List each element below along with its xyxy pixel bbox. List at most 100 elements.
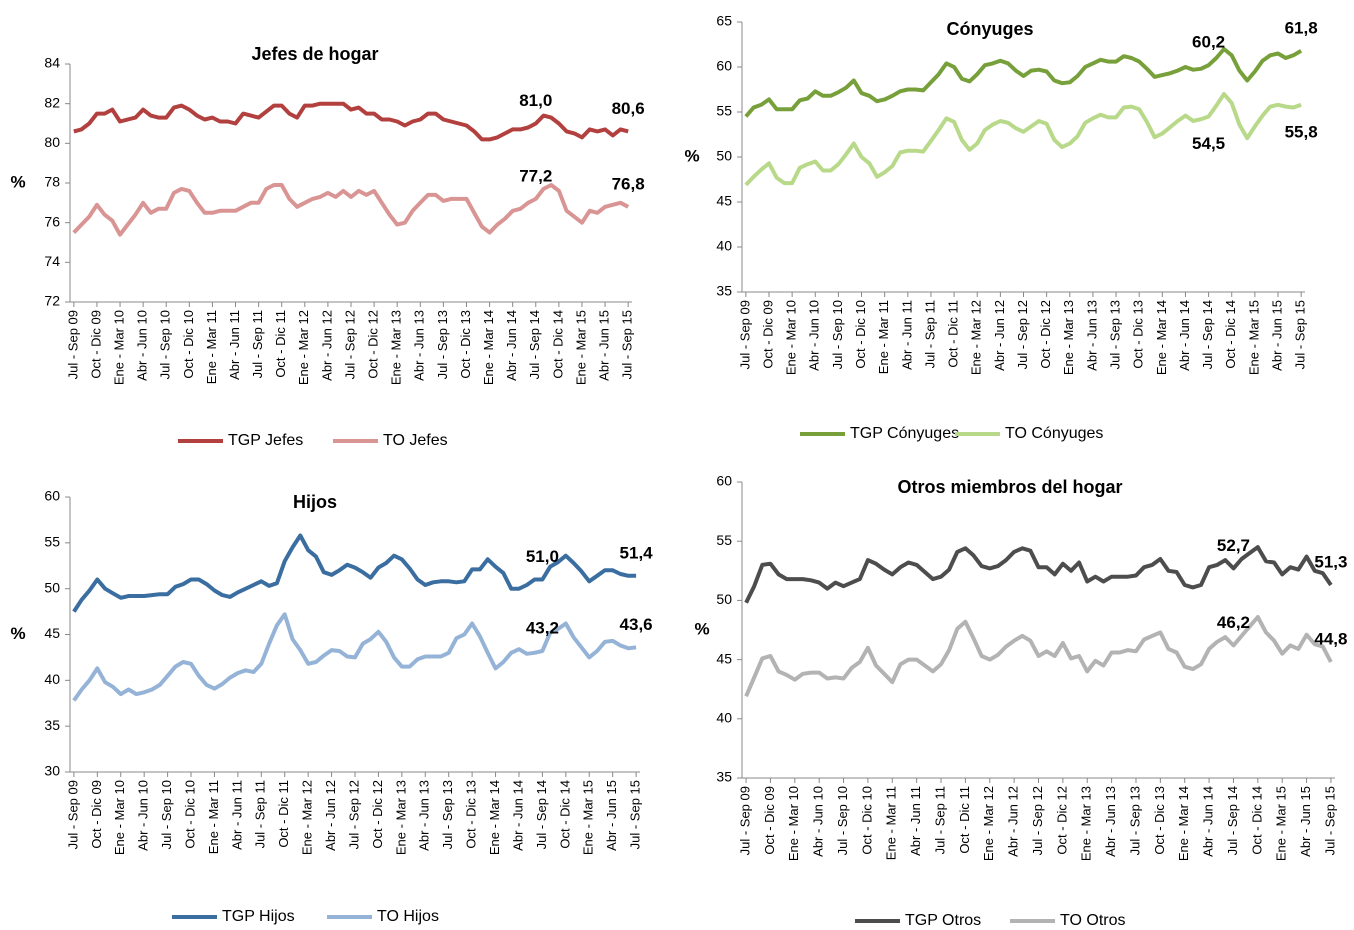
x-tick-label: Jul - Sep 14: [527, 310, 542, 379]
x-tick-label: Jul - Sep 09: [737, 300, 752, 369]
x-tick-label: Jul - Sep 12: [1030, 786, 1045, 855]
x-tick-label: Ene - Mar 13: [1079, 786, 1094, 861]
x-tick-label: Jul - Sep 09: [65, 780, 80, 849]
data-label: 80,6: [612, 99, 645, 118]
x-tick-label: Abr - Jun 11: [229, 780, 244, 850]
x-tick-label: Ene - Mar 10: [111, 310, 126, 385]
y-tick-label: 55: [716, 103, 732, 119]
x-tick-label: Abr - Jun 12: [319, 310, 334, 381]
y-tick-label: 60: [716, 473, 732, 489]
x-tick-label: Jul - Sep 15: [1322, 786, 1337, 855]
x-tick-label: Oct - Dic 11: [957, 786, 972, 854]
series-line: [744, 615, 1333, 698]
data-label: 43,2: [526, 618, 559, 637]
y-axis-label: %: [694, 619, 709, 638]
data-label: 81,0: [519, 91, 552, 110]
x-tick-label: Abr - Jun 10: [811, 786, 826, 857]
x-tick-label: Ene - Mar 14: [1154, 300, 1169, 375]
x-tick-label: Ene - Mar 15: [1246, 300, 1261, 375]
x-tick-label: Oct - Dic 09: [760, 300, 775, 369]
data-label: 44,8: [1314, 629, 1347, 648]
x-tick-label: Abr - Jun 15: [1298, 786, 1313, 857]
x-tick-label: Jul - Sep 15: [1293, 300, 1308, 369]
series-line: [744, 92, 1302, 187]
x-tick-label: Ene - Mar 15: [573, 310, 588, 385]
data-label: 76,8: [612, 174, 645, 193]
y-tick-label: 45: [716, 650, 732, 666]
y-tick-label: 40: [716, 238, 732, 254]
x-tick-label: Jul - Sep 14: [534, 780, 549, 849]
y-tick-label: 50: [716, 591, 732, 607]
x-tick-label: Ene - Mar 13: [389, 310, 404, 385]
x-tick-label: Jul - Sep 15: [620, 310, 635, 379]
x-tick-label: Jul - Sep 12: [342, 310, 357, 379]
y-tick-label: 50: [44, 579, 60, 595]
x-tick-label: Abr - Jun 10: [136, 780, 151, 851]
x-tick-label: Jul - Sep 11: [253, 780, 268, 848]
x-tick-label: Ene - Mar 12: [969, 300, 984, 375]
x-tick-label: Oct - Dic 10: [182, 780, 197, 849]
x-tick-label: Ene - Mar 14: [1176, 786, 1191, 861]
y-tick-label: 74: [44, 253, 60, 269]
x-tick-label: Jul - Sep 13: [1127, 786, 1142, 855]
x-tick-label: Jul - Sep 13: [435, 310, 450, 379]
x-tick-label: Jul - Sep 10: [835, 786, 850, 855]
x-tick-label: Jul - Sep 13: [440, 780, 455, 849]
y-tick-label: 35: [44, 717, 60, 733]
x-tick-label: Ene - Mar 10: [784, 300, 799, 375]
data-label: 51,3: [1314, 552, 1347, 571]
x-tick-label: Jul - Sep 10: [158, 310, 173, 379]
x-tick-label: Abr - Jun 15: [604, 780, 619, 851]
legend-label: TGP Hijos: [222, 908, 295, 925]
x-tick-label: Ene - Mar 15: [581, 780, 596, 855]
y-tick-label: 35: [716, 283, 732, 299]
legend-label: TGP Otros: [905, 912, 981, 929]
x-tick-label: Abr - Jun 15: [596, 310, 611, 381]
legend-label: TO Jefes: [383, 432, 448, 449]
x-tick-label: Ene - Mar 12: [296, 310, 311, 385]
x-tick-label: Oct - Dic 12: [370, 780, 385, 849]
series-line: [744, 545, 1333, 604]
x-tick-label: Oct - Dic 13: [458, 310, 473, 379]
y-tick-label: 82: [44, 94, 60, 110]
x-tick-label: Ene - Mar 11: [876, 300, 891, 374]
x-tick-label: Abr - Jun 12: [1006, 786, 1021, 857]
x-tick-label: Oct - Dic 09: [88, 310, 103, 379]
y-tick-label: 35: [716, 769, 732, 785]
x-tick-label: Oct - Dic 09: [762, 786, 777, 855]
x-tick-label: Oct - Dic 10: [859, 786, 874, 855]
x-tick-label: Ene - Mar 13: [1061, 300, 1076, 375]
series-line: [73, 101, 629, 142]
x-tick-label: Abr - Jun 11: [908, 786, 923, 856]
y-axis-label: %: [10, 172, 25, 191]
series-line: [72, 533, 637, 613]
x-tick-label: Abr - Jun 14: [504, 310, 519, 381]
x-tick-label: Ene - Mar 11: [204, 310, 219, 384]
chart-title: Jefes de hogar: [251, 44, 378, 64]
x-tick-label: Abr - Jun 12: [323, 780, 338, 851]
x-tick-label: Abr - Jun 13: [1084, 300, 1099, 371]
x-tick-label: Jul - Sep 11: [922, 300, 937, 368]
x-tick-label: Oct - Dic 11: [946, 300, 961, 368]
x-tick-label: Ene - Mar 14: [487, 780, 502, 855]
x-tick-label: Ene - Mar 10: [786, 786, 801, 861]
x-tick-label: Ene - Mar 11: [206, 780, 221, 854]
data-label: 77,2: [519, 166, 552, 185]
y-tick-label: 60: [44, 488, 60, 504]
legend-label: TGP Jefes: [228, 432, 303, 449]
x-tick-label: Oct - Dic 09: [89, 780, 104, 849]
x-tick-label: Ene - Mar 15: [1274, 786, 1289, 861]
x-tick-label: Oct - Dic 14: [1249, 786, 1264, 855]
data-label: 43,6: [620, 615, 653, 634]
x-tick-label: Jul - Sep 12: [1015, 300, 1030, 369]
x-tick-label: Jul - Sep 11: [250, 310, 265, 378]
data-label: 61,8: [1285, 18, 1318, 37]
x-tick-label: Jul - Sep 09: [737, 786, 752, 855]
legend-label: TO Hijos: [377, 908, 439, 925]
x-tick-label: Ene - Mar 12: [981, 786, 996, 861]
y-tick-label: 45: [716, 193, 732, 209]
x-tick-label: Oct - Dic 10: [853, 300, 868, 369]
x-tick-label: Jul - Sep 12: [346, 780, 361, 849]
data-label: 55,8: [1285, 122, 1318, 141]
